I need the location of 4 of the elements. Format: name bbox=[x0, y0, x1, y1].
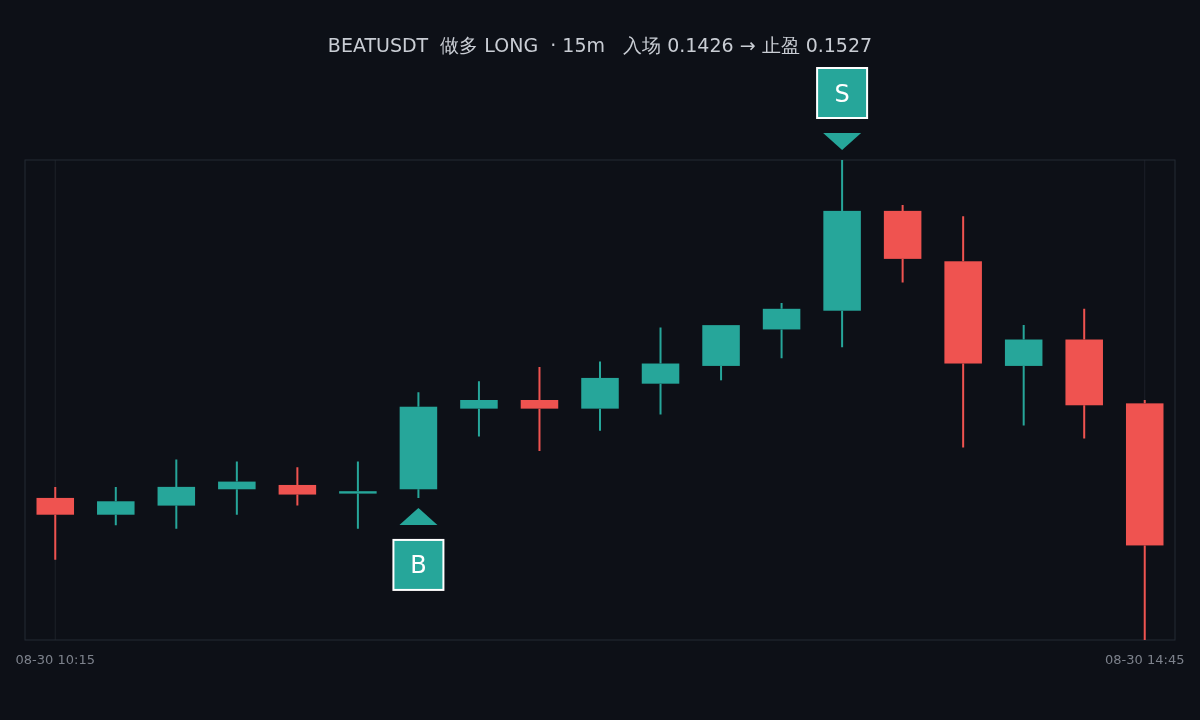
x-tick-label: 08-30 10:15 bbox=[15, 652, 95, 667]
annotation: B bbox=[410, 550, 427, 579]
x-tick-label: 08-30 14:45 bbox=[1105, 652, 1185, 667]
chart-title: BEATUSDT 做多 LONG · 15m 入场 0.1426 → 止盈 0.1527 bbox=[327, 34, 873, 56]
